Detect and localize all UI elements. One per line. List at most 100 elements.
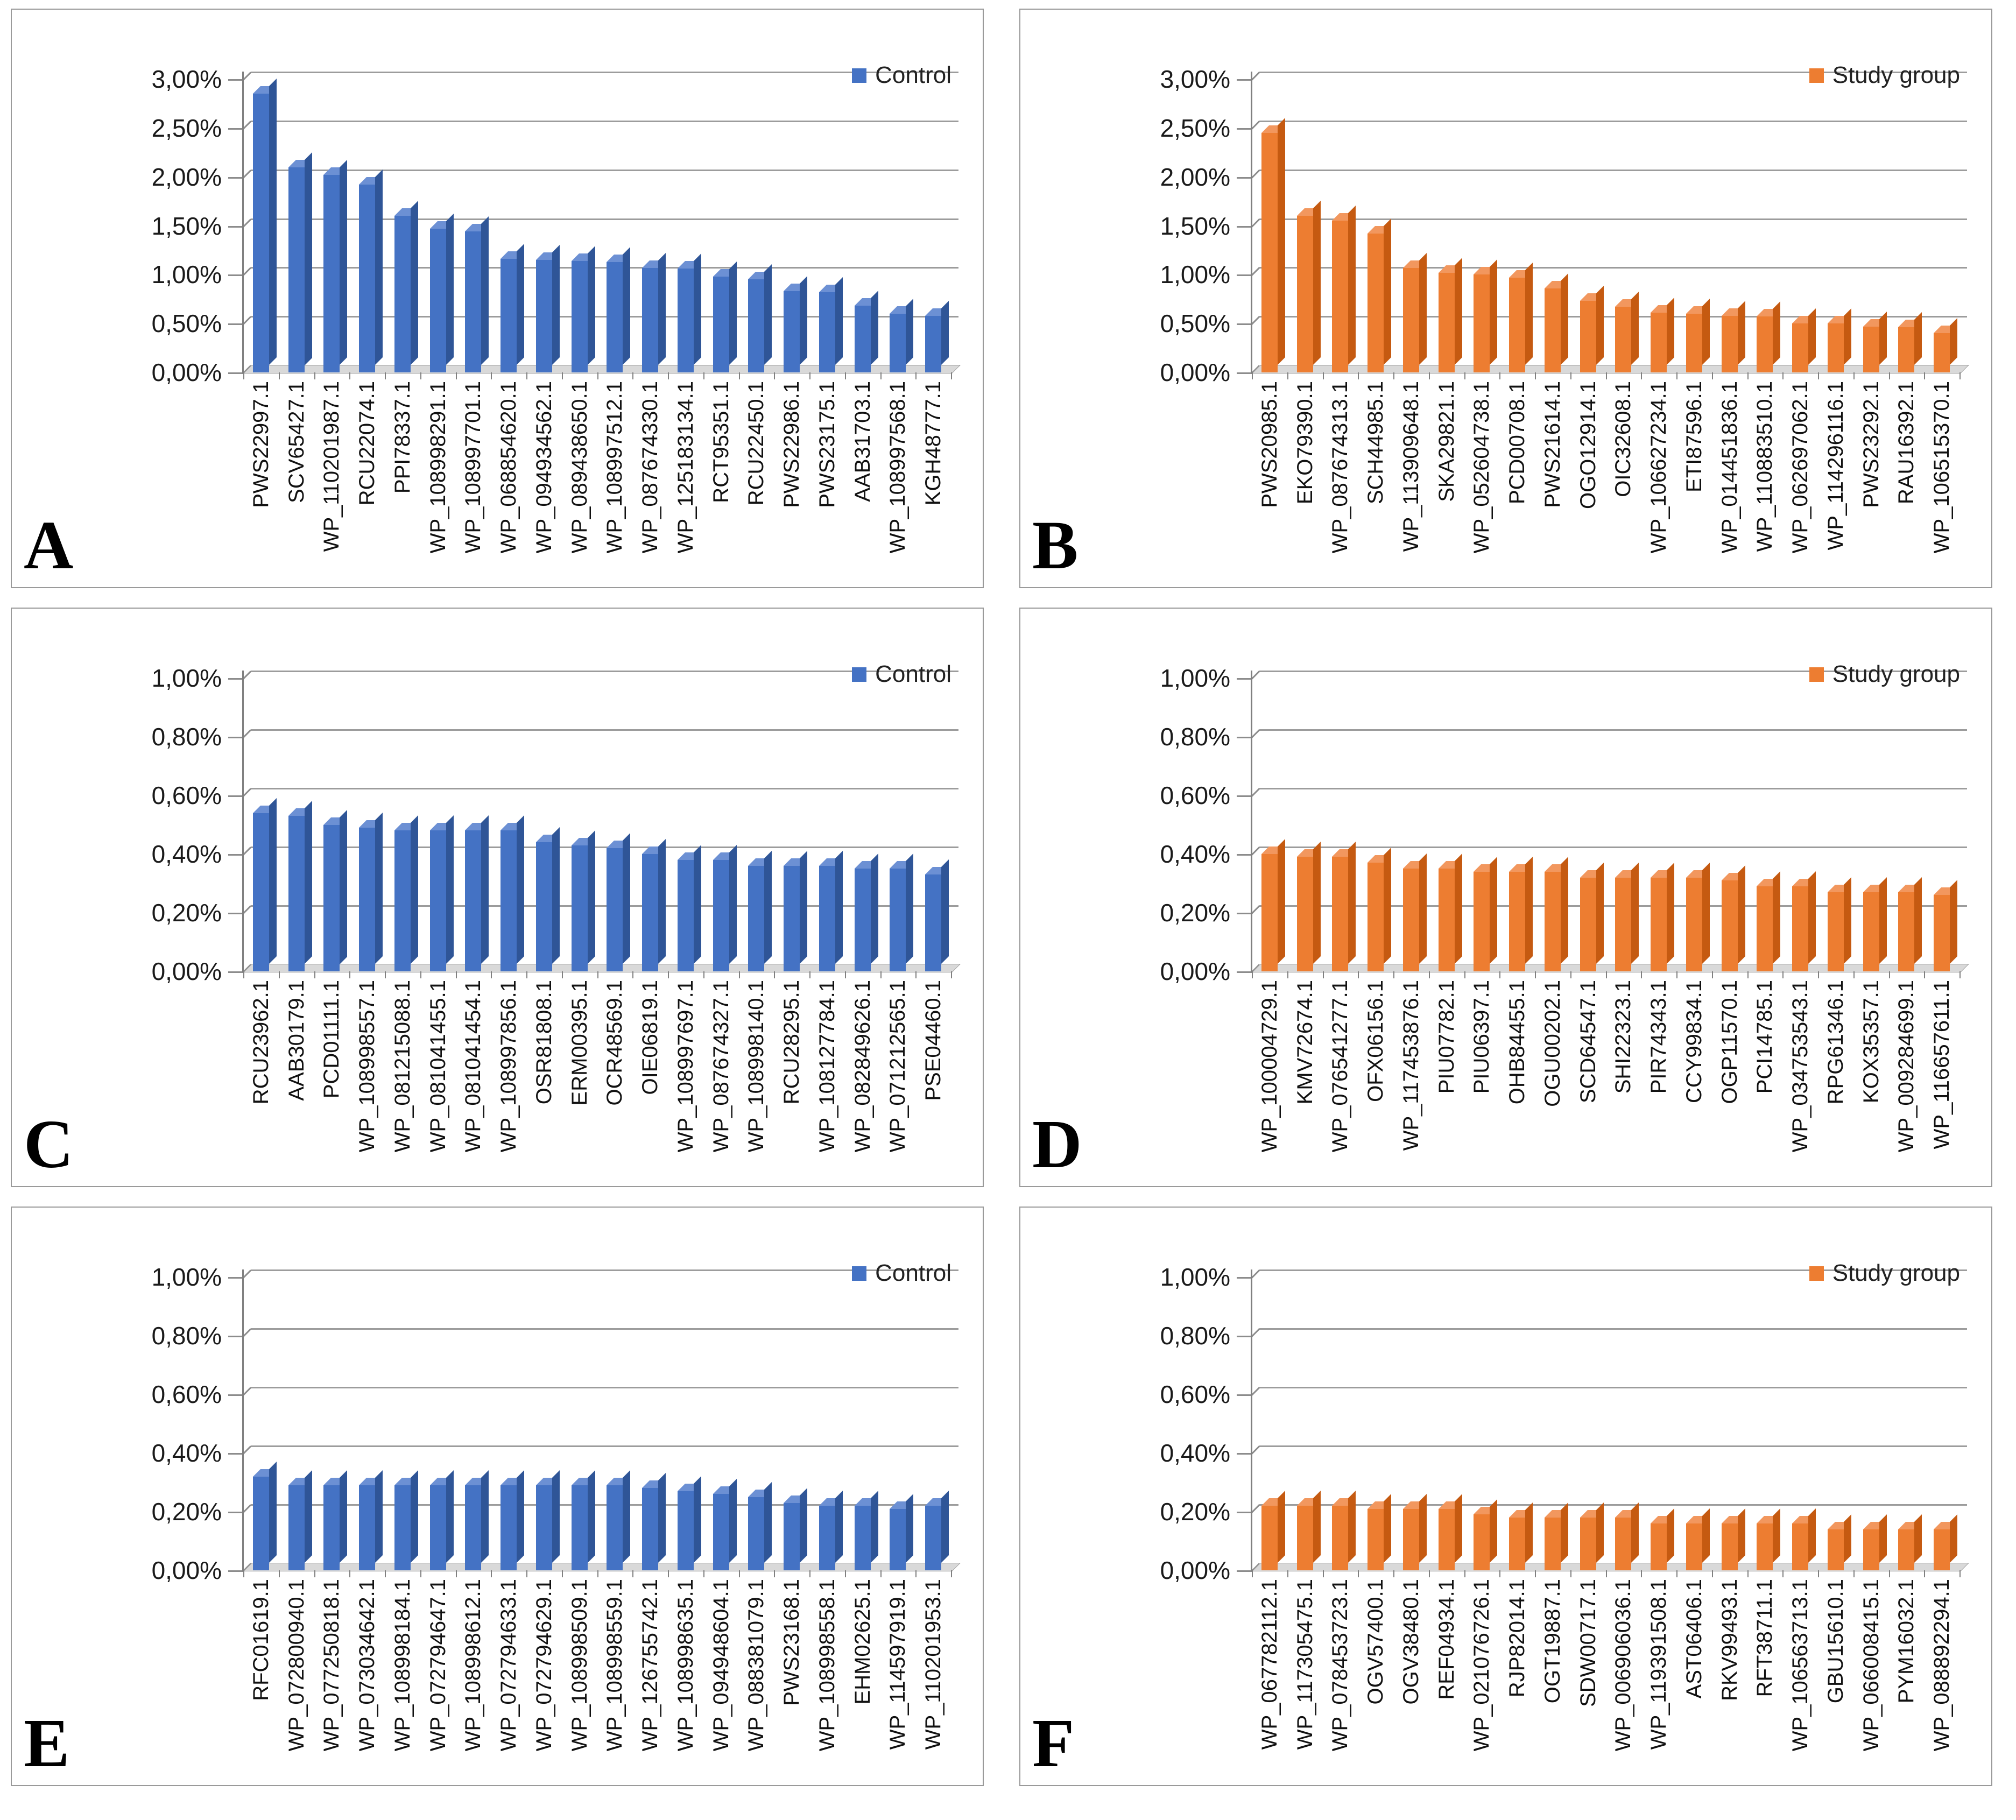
bar-OGU00202.1 bbox=[1544, 856, 1568, 971]
bar-side-face bbox=[1773, 301, 1781, 365]
x-category-label: PWS22986.1 bbox=[780, 381, 804, 508]
gridline-corner bbox=[242, 1504, 252, 1513]
x-category-label: OGV38480.1 bbox=[1399, 1579, 1423, 1705]
bar-WP_106515370.1 bbox=[1934, 318, 1958, 372]
bar-side-face bbox=[764, 850, 772, 964]
x-axis-tick bbox=[1605, 372, 1607, 379]
x-axis-tick bbox=[1252, 971, 1253, 978]
gridline-corner bbox=[242, 729, 252, 738]
x-axis-tick bbox=[455, 1570, 457, 1577]
gridline-corner bbox=[1251, 671, 1260, 680]
bar-side-face bbox=[1277, 117, 1285, 365]
x-axis-tick bbox=[1711, 372, 1713, 379]
x-category-label: WP_081215088.1 bbox=[390, 980, 414, 1153]
x-axis-tick bbox=[1393, 971, 1394, 978]
x-category-label: RKV99493.1 bbox=[1717, 1579, 1742, 1701]
x-axis-tick bbox=[420, 372, 421, 379]
y-tick-label: 0,00% bbox=[1160, 1556, 1230, 1584]
x-axis-tick bbox=[1428, 1570, 1430, 1577]
bar-side-face bbox=[304, 1470, 312, 1563]
bar-side-face bbox=[870, 853, 878, 964]
y-axis-tick bbox=[1237, 323, 1252, 326]
x-axis-tick bbox=[915, 971, 917, 978]
bar-side-face bbox=[517, 244, 525, 365]
y-axis-tick bbox=[228, 854, 243, 856]
y-axis-tick bbox=[228, 1394, 243, 1396]
gridline bbox=[1259, 267, 1967, 269]
plot-floor bbox=[243, 365, 961, 373]
bar-WP_114597919.1 bbox=[890, 1493, 914, 1570]
x-axis-tick bbox=[278, 372, 280, 379]
x-axis-tick bbox=[561, 971, 563, 978]
gridline bbox=[251, 905, 958, 907]
bar-side-face bbox=[1879, 1514, 1887, 1563]
bar-side-face bbox=[1384, 848, 1392, 964]
bar-WP_108998184.1 bbox=[394, 1470, 418, 1570]
gridline bbox=[1259, 1445, 1967, 1447]
x-axis-tick bbox=[915, 372, 917, 379]
legend: Control bbox=[852, 661, 951, 688]
bar-WP_114296116.1 bbox=[1827, 308, 1851, 372]
y-axis-tick bbox=[1237, 1277, 1252, 1279]
bar-RCT95351.1 bbox=[713, 261, 737, 372]
x-axis-tick bbox=[1711, 971, 1713, 978]
x-axis-tick bbox=[951, 971, 952, 978]
bar-side-face bbox=[1454, 853, 1462, 964]
x-axis-tick bbox=[1322, 971, 1324, 978]
x-category-label: PIU06397.1 bbox=[1470, 980, 1494, 1094]
x-category-label: PCD01111.1 bbox=[320, 980, 344, 1099]
x-axis-tick bbox=[1747, 372, 1749, 379]
bar-PCI14785.1 bbox=[1757, 871, 1781, 971]
bar-OGO12914.1 bbox=[1580, 286, 1604, 372]
y-axis-tick bbox=[1237, 1453, 1252, 1455]
y-axis-tick bbox=[228, 1453, 243, 1455]
bar-WP_021076726.1 bbox=[1474, 1499, 1498, 1570]
bar-WP_113909648.1 bbox=[1402, 252, 1427, 372]
y-tick-label: 1,00% bbox=[1160, 1263, 1230, 1291]
legend-swatch bbox=[1809, 68, 1824, 83]
bar-side-face bbox=[658, 252, 666, 365]
x-category-label: WP_072794647.1 bbox=[426, 1579, 450, 1752]
x-category-label: WP_113909648.1 bbox=[1399, 381, 1423, 552]
bar-PWS22986.1 bbox=[784, 276, 808, 372]
bar-EHM02625.1 bbox=[854, 1491, 878, 1570]
bar-WP_108127784.1 bbox=[819, 850, 843, 971]
x-axis-tick bbox=[1888, 1570, 1890, 1577]
x-axis-tick bbox=[526, 971, 527, 978]
x-axis-tick bbox=[1428, 971, 1430, 978]
gridline bbox=[1259, 1328, 1967, 1330]
bar-side-face bbox=[587, 830, 595, 964]
x-category-label: WP_116657611.1 bbox=[1930, 980, 1954, 1149]
y-axis-tick bbox=[228, 323, 243, 326]
x-axis-tick bbox=[597, 971, 598, 978]
gridline bbox=[251, 316, 958, 318]
y-tick-label: 0,00% bbox=[151, 957, 222, 985]
bar-side-face bbox=[410, 201, 418, 365]
x-axis-tick bbox=[844, 1570, 846, 1577]
x-axis-tick bbox=[915, 1570, 917, 1577]
bar-PIU07782.1 bbox=[1438, 853, 1462, 971]
x-category-label: WP_108998635.1 bbox=[673, 1579, 697, 1752]
x-category-label: PWS20985.1 bbox=[1257, 381, 1281, 508]
x-category-label: WP_009284699.1 bbox=[1894, 980, 1919, 1153]
bar-ETI87596.1 bbox=[1686, 299, 1710, 372]
bar-side-face bbox=[764, 264, 772, 365]
gridline bbox=[251, 729, 958, 731]
bar-WP_067782112.1 bbox=[1261, 1491, 1285, 1570]
bar-WP_077250818.1 bbox=[323, 1470, 348, 1570]
bar-WP_108998635.1 bbox=[677, 1476, 701, 1570]
x-category-label: WP_088381079.1 bbox=[744, 1579, 769, 1752]
bar-GBU15610.1 bbox=[1827, 1514, 1851, 1570]
bar-side-face bbox=[1490, 856, 1498, 964]
bar-RKV99493.1 bbox=[1721, 1508, 1745, 1570]
bar-side-face bbox=[1667, 1508, 1675, 1563]
x-category-label: OSR81808.1 bbox=[532, 980, 556, 1105]
bar-PYM16032.1 bbox=[1898, 1514, 1922, 1570]
x-axis-tick bbox=[1252, 1570, 1253, 1577]
x-category-label: WP_110201987.1 bbox=[320, 381, 344, 552]
x-axis-tick bbox=[703, 971, 704, 978]
bar-side-face bbox=[1737, 300, 1745, 365]
bar-WP_108998612.1 bbox=[465, 1470, 489, 1570]
bar-side-face bbox=[517, 1470, 525, 1563]
gridline-corner bbox=[242, 169, 252, 179]
